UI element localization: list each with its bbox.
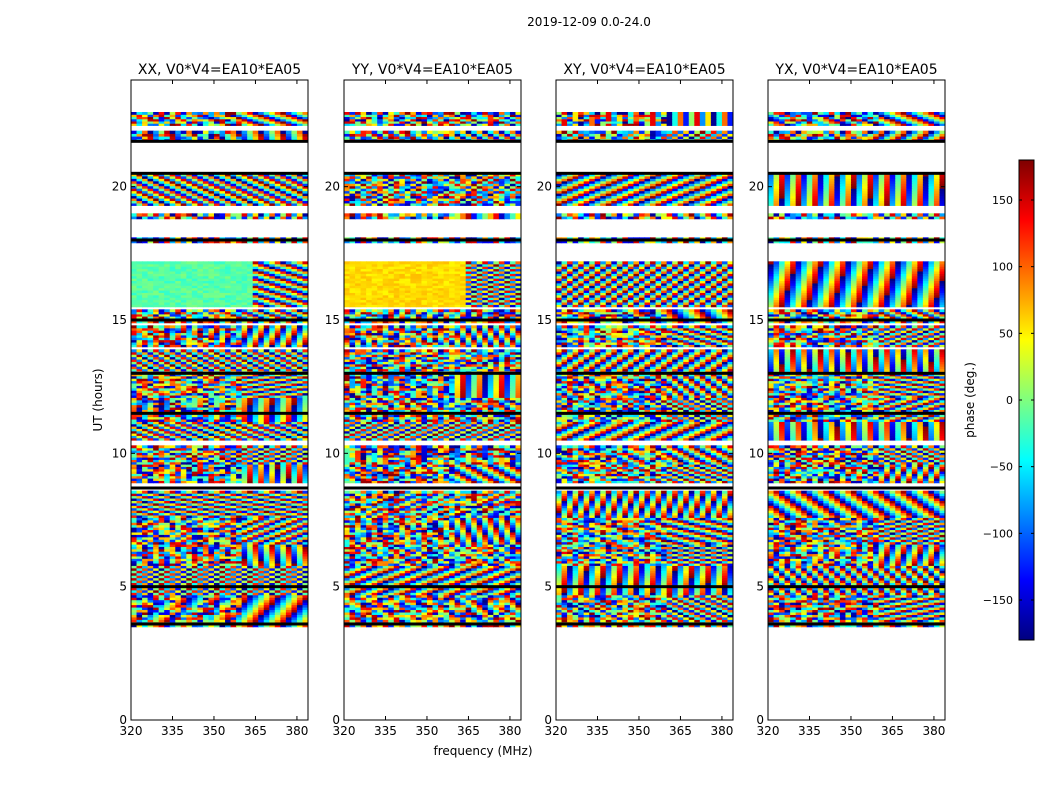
y-tick-label: 5: [544, 580, 552, 594]
x-tick-label: 380: [922, 724, 945, 738]
colorbar-tick-label: 100: [992, 261, 1013, 274]
figure-title: 2019-12-09 0.0-24.0: [527, 15, 651, 29]
y-tick-label: 15: [112, 313, 127, 327]
x-axis-label: frequency (MHz): [433, 744, 532, 758]
y-tick-label: 15: [537, 313, 552, 327]
y-tick-label: 20: [537, 180, 552, 194]
y-tick-label: 0: [119, 713, 127, 727]
heatmap-cells: [556, 112, 733, 628]
x-tick-label: 335: [586, 724, 609, 738]
y-tick-label: 10: [749, 446, 764, 460]
x-tick-label: 320: [757, 724, 780, 738]
heatmap-cells: [131, 112, 308, 628]
panel-frame: [343, 79, 522, 721]
heatmap-cells: [768, 112, 945, 628]
x-tick-label: 380: [710, 724, 733, 738]
x-tick-label: 380: [285, 724, 308, 738]
y-tick-label: 10: [325, 446, 340, 460]
y-tick-label: 0: [756, 713, 764, 727]
x-tick-label: 350: [416, 724, 439, 738]
panel-2: YY, V0*V4=EA10*EA05 320 335 350 365 380 0 5 10 15…: [325, 62, 522, 738]
x-tick-label: 380: [498, 724, 521, 738]
x-tick-label: 335: [374, 724, 397, 738]
y-tick-label: 0: [332, 713, 340, 727]
x-tick-label: 320: [545, 724, 568, 738]
x-tick-label: 365: [881, 724, 904, 738]
x-tick-label: 350: [840, 724, 863, 738]
y-tick-label: 5: [332, 580, 340, 594]
y-tick-label: 20: [325, 180, 340, 194]
y-tick-label: 15: [749, 313, 764, 327]
panel-frame: [130, 79, 309, 721]
y-tick-label: 20: [749, 180, 764, 194]
panels-group: XX, V0*V4=EA10*EA05 320 335 350 365 380 0 5 10 15…: [112, 62, 946, 738]
x-tick-label: 365: [457, 724, 480, 738]
colorbar: 150 100 50 0 −50 −100 −150: [983, 159, 1035, 641]
y-tick-label: 5: [119, 580, 127, 594]
panel-title: XX, V0*V4=EA10*EA05: [138, 62, 301, 78]
colorbar-tick-label: −50: [990, 461, 1013, 474]
y-tick-label: 10: [112, 446, 127, 460]
y-tick-label: 5: [756, 580, 764, 594]
panel-title: YX, V0*V4=EA10*EA05: [774, 62, 937, 78]
x-tick-label: 320: [333, 724, 356, 738]
y-tick-label: 20: [112, 180, 127, 194]
colorbar-tick-label: −100: [983, 527, 1013, 540]
y-tick-label: 15: [325, 313, 340, 327]
heatmap-cells: [344, 112, 521, 628]
panel-frame: [767, 79, 946, 721]
x-tick-label: 335: [161, 724, 184, 738]
colorbar-tick-label: 150: [992, 194, 1013, 207]
panel-title: YY, V0*V4=EA10*EA05: [351, 62, 513, 78]
panel-title: XY, V0*V4=EA10*EA05: [563, 62, 725, 78]
x-tick-label: 350: [203, 724, 226, 738]
panel-3: XY, V0*V4=EA10*EA05 320 335 350 365 380 0 5 10 15…: [537, 62, 734, 738]
x-tick-label: 365: [669, 724, 692, 738]
colorbar-tick-label: 50: [999, 327, 1013, 340]
colorbar-label: phase (deg.): [963, 362, 977, 438]
panel-1: XX, V0*V4=EA10*EA05 320 335 350 365 380 0 5 10 15…: [112, 62, 309, 738]
x-tick-label: 320: [120, 724, 143, 738]
colorbar-tick-label: 0: [1006, 394, 1013, 407]
y-axis-label: UT (hours): [91, 368, 105, 431]
x-tick-label: 335: [798, 724, 821, 738]
panel-frame: [555, 79, 734, 721]
y-tick-label: 10: [537, 446, 552, 460]
x-tick-label: 350: [628, 724, 651, 738]
x-tick-label: 365: [244, 724, 267, 738]
panel-4: YX, V0*V4=EA10*EA05 320 335 350 365 380 0 5 10 15…: [749, 62, 946, 738]
colorbar-tick-label: −150: [983, 594, 1013, 607]
y-tick-label: 0: [544, 713, 552, 727]
